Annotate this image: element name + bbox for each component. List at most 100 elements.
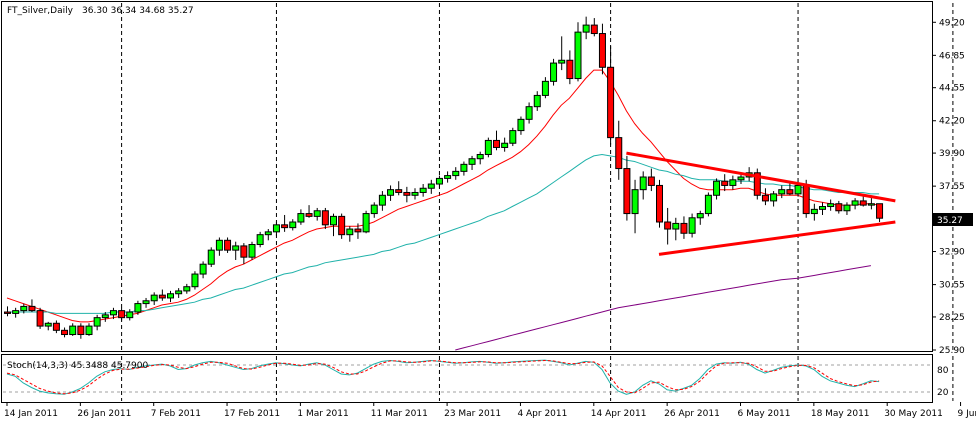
candle-body-27 <box>224 239 232 251</box>
candle-body-66 <box>541 80 549 96</box>
candle-body-9 <box>77 325 85 336</box>
candle-body-87 <box>713 180 721 196</box>
candle-body-42 <box>346 228 354 236</box>
candle-body-26 <box>215 239 223 251</box>
candle-body-35 <box>289 221 297 229</box>
stoch-lines <box>3 359 932 395</box>
trendline-0[interactable] <box>626 151 896 203</box>
candle-body-98 <box>802 184 810 215</box>
time-tick-label-5: 11 Mar 2011 <box>371 409 428 419</box>
candle-body-46 <box>378 194 386 206</box>
candle-body-11 <box>93 317 101 327</box>
price-tick-label-1: 46.85 <box>939 51 965 61</box>
candle-body-0 <box>4 311 11 314</box>
candle-body-18 <box>150 294 158 302</box>
trendlines <box>626 151 896 256</box>
time-tick-label-2: 7 Feb 2011 <box>151 409 201 419</box>
moving-average-line-2 <box>455 265 871 351</box>
candle-body-64 <box>525 106 533 120</box>
price-tick-label-0: 49.20 <box>939 18 965 28</box>
price-tick-label-2: 44.55 <box>939 84 965 94</box>
candle-body-60 <box>493 139 500 148</box>
candle-body-22 <box>183 286 191 292</box>
candle-body-61 <box>501 142 509 148</box>
candle-body-102 <box>835 203 843 212</box>
price-tick-label-8: 30.55 <box>939 281 965 291</box>
candle-body-36 <box>297 213 305 223</box>
candle-body-53 <box>435 177 443 185</box>
candle-body-40 <box>330 215 337 226</box>
candle-body-5 <box>44 322 52 327</box>
price-tick-label-7: 32.90 <box>939 248 965 258</box>
time-tick-label-0: 14 Jan 2011 <box>4 409 58 419</box>
candle-body-8 <box>69 325 77 336</box>
candle-body-4 <box>36 310 44 327</box>
candle-body-59 <box>484 139 492 155</box>
time-tick-label-4: 1 Mar 2011 <box>297 409 348 419</box>
candle-body-63 <box>517 118 525 132</box>
chart-ohlc: 36.30 36.34 34.68 35.27 <box>82 6 194 16</box>
time-tick-label-12: 30 May 2011 <box>884 409 943 419</box>
candle-body-76 <box>623 168 631 215</box>
candle-body-21 <box>175 290 183 295</box>
candle-body-97 <box>794 184 802 195</box>
candle-body-95 <box>778 189 786 195</box>
candle-body-52 <box>427 183 435 189</box>
candle-body-10 <box>85 325 93 336</box>
candle-body-57 <box>468 158 476 165</box>
candle-body-43 <box>354 228 362 233</box>
candle-body-12 <box>101 314 109 319</box>
price-tick-label-10: 25.90 <box>939 346 965 356</box>
time-tick-label-11: 18 May 2011 <box>811 409 870 419</box>
candle-body-69 <box>566 59 574 80</box>
price-tick-label-4: 39.90 <box>939 149 965 159</box>
candle-body-107 <box>876 203 884 219</box>
candle-body-38 <box>313 210 321 217</box>
candle-body-78 <box>639 176 647 191</box>
candle-body-105 <box>859 200 867 206</box>
price-tick-label-9: 28.25 <box>939 313 965 323</box>
time-tick-label-3: 17 Feb 2011 <box>224 409 280 419</box>
candle-body-19 <box>158 294 166 299</box>
candle-body-34 <box>281 224 289 229</box>
candle-body-77 <box>631 189 639 215</box>
current-price-tag <box>933 213 973 226</box>
candle-body-54 <box>444 175 452 179</box>
candle-body-17 <box>142 300 150 305</box>
candle-body-58 <box>476 153 484 160</box>
candle-body-39 <box>321 210 329 226</box>
candle-body-73 <box>598 33 606 68</box>
candle-body-104 <box>851 200 859 206</box>
candle-body-24 <box>199 263 207 275</box>
candle-body-28 <box>232 245 240 251</box>
time-tick-label-13: 9 Jun 2011 <box>958 409 976 419</box>
candle-body-101 <box>827 203 835 208</box>
candle-body-20 <box>167 293 174 299</box>
candle-body-103 <box>843 204 851 212</box>
candle-body-51 <box>419 187 427 193</box>
price-tick-label-5: 37.55 <box>939 182 965 192</box>
candle-body-90 <box>737 176 745 181</box>
period-separators <box>121 3 954 401</box>
candle-body-80 <box>656 184 663 223</box>
candle-body-94 <box>770 193 778 202</box>
candle-body-99 <box>810 208 818 215</box>
price-tick-label-3: 42.20 <box>939 117 965 127</box>
time-tick-label-7: 4 Apr 2011 <box>517 409 567 419</box>
time-tick-label-1: 26 Jan 2011 <box>77 409 131 419</box>
candle-body-62 <box>509 130 517 144</box>
candle-body-56 <box>460 163 468 172</box>
candle-body-70 <box>574 31 582 80</box>
candle-body-93 <box>761 194 769 202</box>
candle-body-41 <box>338 215 346 236</box>
candle-body-6 <box>52 322 60 331</box>
stoch-level-80: 80 <box>937 366 949 376</box>
main-pane-frame <box>1 1 933 352</box>
candle-body-44 <box>362 213 370 233</box>
candle-body-25 <box>207 249 215 265</box>
candle-body-84 <box>688 217 696 234</box>
candle-body-2 <box>20 305 28 312</box>
trendline-1[interactable] <box>658 220 896 256</box>
